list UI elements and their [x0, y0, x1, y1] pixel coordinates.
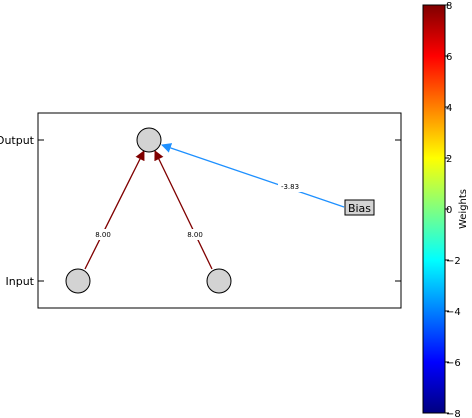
input-node-1: [65, 268, 91, 294]
edge-input-2-to-output: [154, 150, 213, 270]
input-layer-label: Input: [6, 275, 35, 288]
edge-label-bg-bias: [278, 181, 302, 192]
edge-label-bg-1: [92, 229, 114, 240]
edge-input-1-to-output: [84, 150, 145, 270]
output-node: [136, 127, 162, 153]
colorbar-label: Weights: [458, 189, 469, 229]
colorbar-tick-label: 4: [446, 103, 452, 114]
colorbar-tick-label: 2: [446, 154, 452, 165]
colorbar-tick-label: −2: [446, 256, 461, 267]
edge-weight-label-input-1: 8.00: [95, 231, 111, 239]
colorbar: [422, 4, 446, 414]
colorbar-tick-labels: 8 6 4 2 0 −2 −4 −6 −8: [446, 1, 461, 418]
output-layer-label: Output: [0, 134, 35, 147]
input-node-2: [206, 268, 232, 294]
bias-node-label: Bias: [348, 202, 371, 215]
colorbar-tick-label: 8: [446, 1, 452, 12]
edge-weight-label-input-2: 8.00: [187, 231, 203, 239]
colorbar-tick-label: −4: [446, 307, 461, 318]
colorbar-ticks: [445, 4, 449, 414]
edge-bias-to-output: [161, 143, 345, 208]
edge-weight-label-bias: -3.83: [281, 183, 299, 191]
colorbar-tick-label: 0: [446, 205, 452, 216]
colorbar-tick-label: −8: [446, 409, 461, 418]
edge-label-bg-2: [184, 229, 206, 240]
bias-node: [344, 199, 375, 216]
colorbar-tick-label: −6: [446, 358, 461, 369]
colorbar-tick-label: 6: [446, 52, 452, 63]
